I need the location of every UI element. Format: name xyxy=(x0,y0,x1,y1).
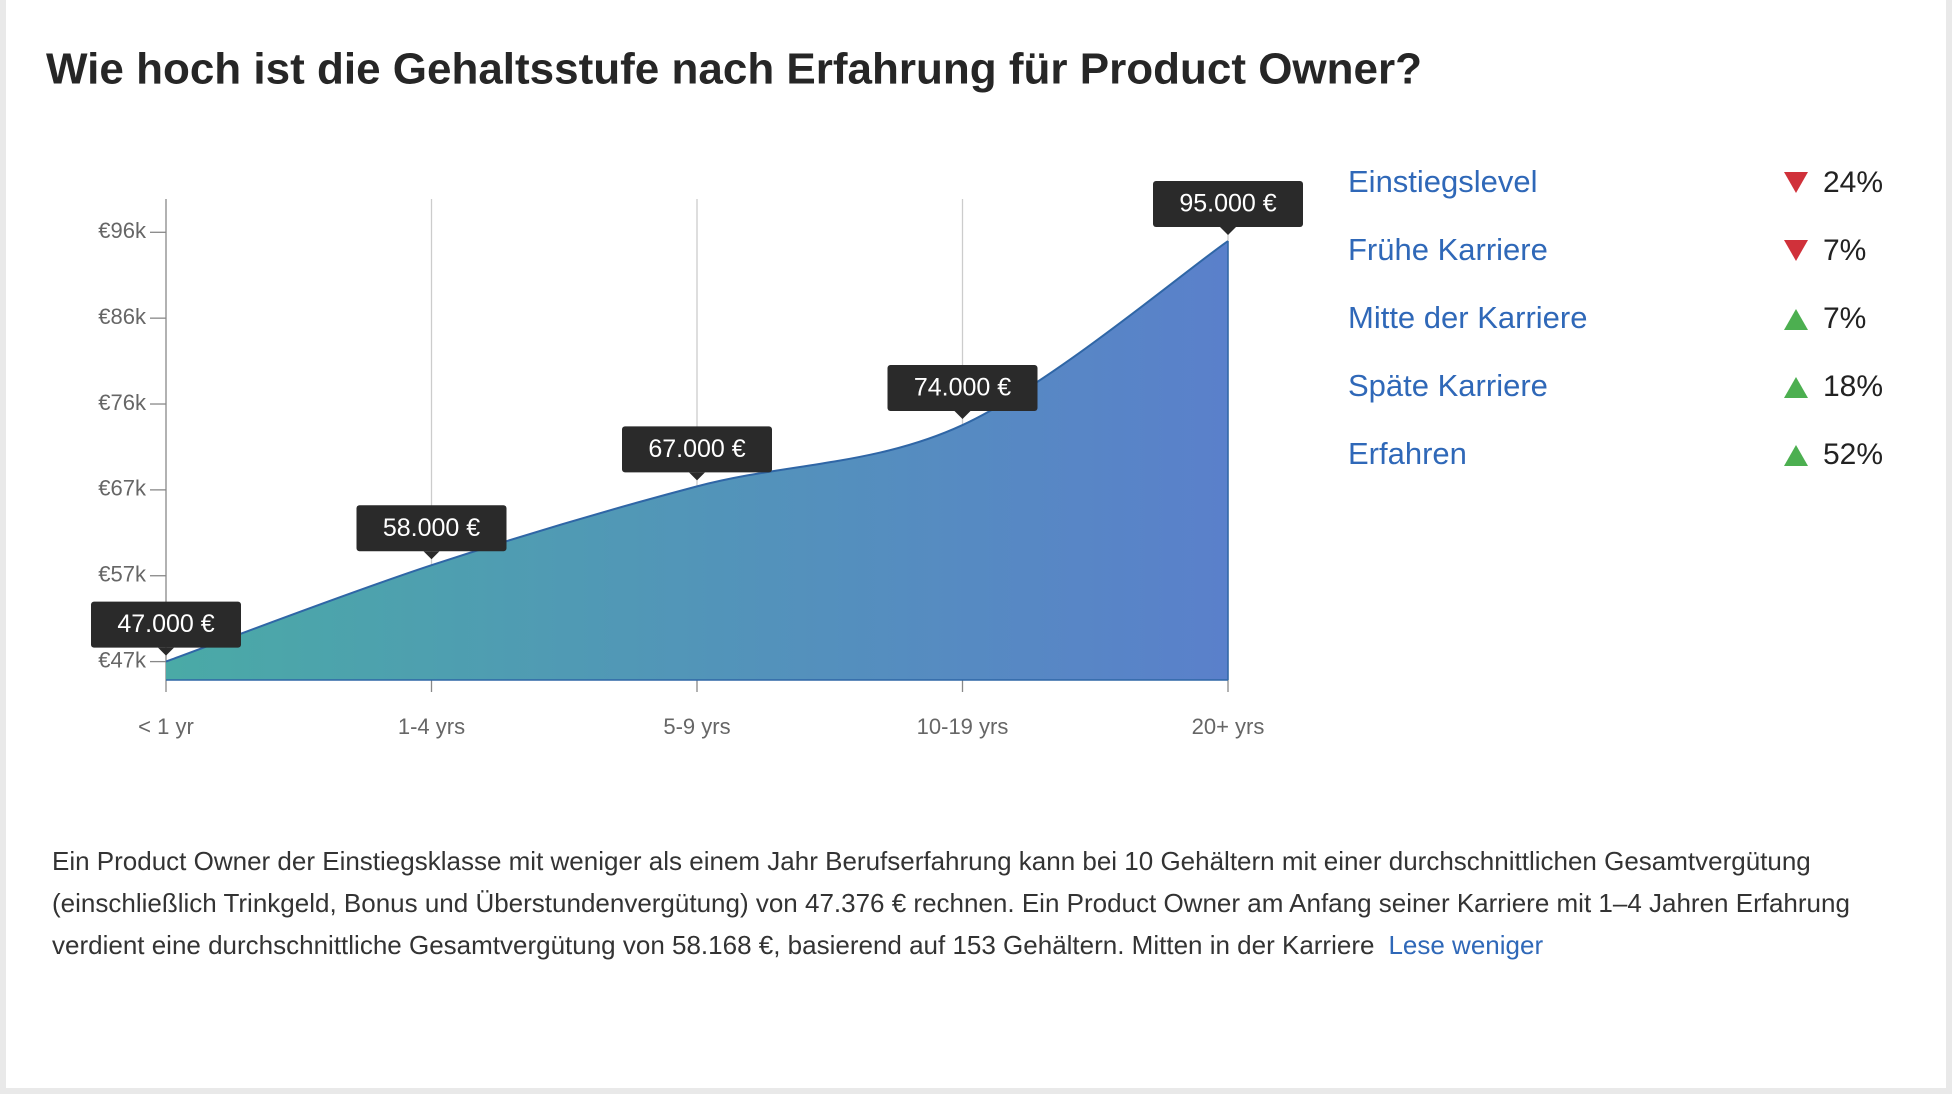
arrow-up xyxy=(1784,309,1808,330)
value-label-pointer xyxy=(1220,227,1236,236)
description-text: Ein Product Owner der Einstiegsklasse mi… xyxy=(52,846,1850,960)
x-tick-label: 5-9 yrs xyxy=(663,714,730,739)
y-tick-label: €76k xyxy=(98,390,147,415)
area xyxy=(166,241,1228,681)
value-label: 74.000 € xyxy=(887,365,1038,420)
toggle-link[interactable]: Lese weniger xyxy=(1388,930,1544,960)
value-label: 58.000 € xyxy=(356,505,507,560)
value-label-box xyxy=(356,505,507,552)
value-label: 47.000 € xyxy=(91,601,241,656)
value-label-text: 67.000 € xyxy=(648,435,745,463)
value-label-text: 47.000 € xyxy=(117,610,214,638)
value-label: 67.000 € xyxy=(622,426,772,481)
level-change: 7% xyxy=(1823,302,1866,335)
level-label[interactable]: Frühe Karriere xyxy=(1348,232,1548,267)
description: Ein Product Owner der Einstiegsklasse mi… xyxy=(52,840,1902,966)
value-label-pointer xyxy=(689,472,705,481)
value-label-box xyxy=(91,601,241,648)
x-tick-label: 1-4 yrs xyxy=(398,714,465,739)
value-label-pointer xyxy=(158,647,174,656)
value-label-text: 58.000 € xyxy=(383,514,480,542)
level-change: 7% xyxy=(1823,234,1866,267)
arrow-up xyxy=(1784,377,1808,398)
x-tick-label: 20+ yrs xyxy=(1192,714,1265,739)
level-label[interactable]: Einstiegslevel xyxy=(1348,164,1538,199)
arrow-down xyxy=(1784,240,1808,261)
y-tick-label: €86k xyxy=(98,304,147,329)
arrow-up xyxy=(1784,445,1808,466)
card: Wie hoch ist die Gehaltsstufe nach Erfah… xyxy=(6,0,1946,1088)
value-label-pointer xyxy=(423,551,440,560)
y-tick-label: €47k xyxy=(98,647,147,672)
y-tick-label: €96k xyxy=(98,218,147,243)
level-label[interactable]: Mitte der Karriere xyxy=(1348,300,1587,335)
level-change: 24% xyxy=(1823,166,1883,199)
value-label: 95.000 € xyxy=(1153,181,1303,236)
level-label[interactable]: Späte Karriere xyxy=(1348,368,1548,403)
heading: Wie hoch ist die Gehaltsstufe nach Erfah… xyxy=(46,45,1422,94)
level-change: 52% xyxy=(1823,438,1883,471)
value-label-text: 74.000 € xyxy=(914,374,1011,402)
x-tick-label: < 1 yr xyxy=(138,714,194,739)
level-change: 18% xyxy=(1823,370,1883,403)
value-label-box xyxy=(887,365,1038,412)
x-tick-label: 10-19 yrs xyxy=(917,714,1009,739)
value-label-box xyxy=(1153,181,1303,228)
value-label-pointer xyxy=(954,411,971,420)
arrow-down xyxy=(1784,172,1808,193)
value-label-text: 95.000 € xyxy=(1179,190,1276,218)
area-line xyxy=(165,240,1229,663)
value-label-box xyxy=(622,426,772,473)
y-tick-label: €67k xyxy=(98,476,147,501)
level-label[interactable]: Erfahren xyxy=(1348,436,1467,471)
chart: Wie hoch ist die Gehaltsstufe nach Erfah… xyxy=(46,45,1883,739)
y-tick-label: €57k xyxy=(98,562,147,587)
